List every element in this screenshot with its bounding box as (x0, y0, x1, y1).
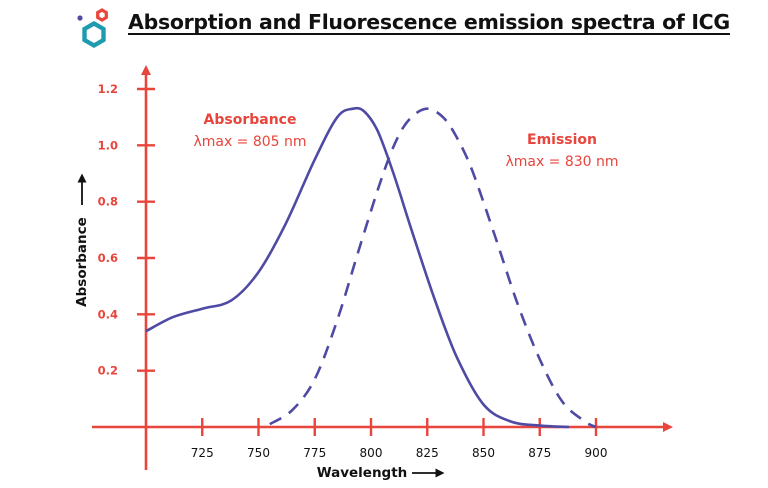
hexagon-molecule-logo (74, 4, 118, 54)
x-tick-label: 850 (472, 446, 495, 460)
chart-title: Absorption and Fluorescence emission spe… (128, 10, 730, 34)
emission-annotation-lmax: λmax = 830 nm (505, 154, 618, 170)
x-tick-label: 775 (303, 446, 326, 460)
y-axis-title: Absorbance (74, 217, 90, 307)
logo-dot-purple (77, 15, 83, 21)
x-tick-labels: 725 750 775 800 825 850 875 900 (191, 446, 608, 460)
y-tick-label: 0.4 (98, 307, 118, 321)
emission-curve (269, 107, 597, 429)
x-tick-marks (201, 418, 598, 436)
emission-annotation-title: Emission (527, 132, 597, 148)
y-tick-labels: 0.2 0.4 0.6 0.8 1.0 1.2 (98, 82, 118, 378)
y-tick-label: 1.0 (98, 138, 118, 152)
x-tick-label: 800 (360, 446, 383, 460)
logo-hexagon-small (96, 8, 108, 22)
logo-hexagon-large (82, 20, 106, 49)
absorbance-curve (145, 106, 570, 429)
x-tick-label: 900 (585, 446, 608, 460)
x-axis-title: Wavelength (317, 465, 408, 481)
y-tick-marks (137, 87, 155, 372)
x-tick-label: 825 (416, 446, 439, 460)
y-tick-label: 1.2 (98, 82, 118, 96)
x-tick-label: 750 (247, 446, 270, 460)
y-tick-label: 0.2 (98, 364, 118, 378)
absorbance-annotation-title: Absorbance (204, 112, 297, 128)
x-tick-label: 725 (191, 446, 214, 460)
x-tick-label: 875 (528, 446, 551, 460)
y-tick-label: 0.6 (98, 251, 118, 265)
absorbance-annotation-lmax: λmax = 805 nm (193, 134, 306, 150)
y-tick-label: 0.8 (98, 195, 118, 209)
